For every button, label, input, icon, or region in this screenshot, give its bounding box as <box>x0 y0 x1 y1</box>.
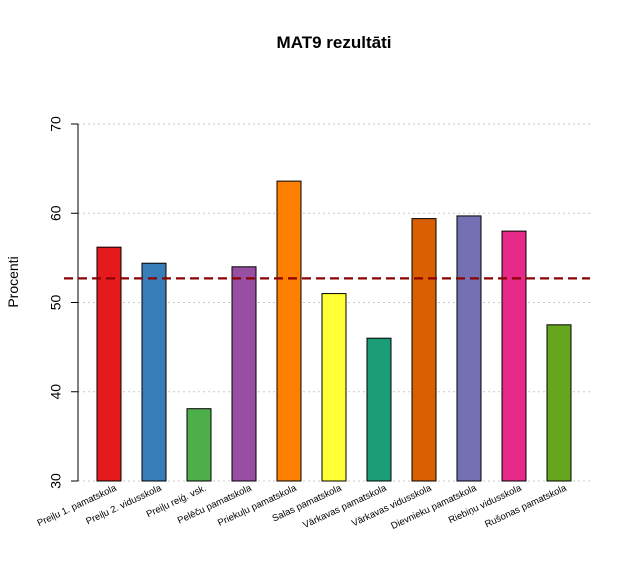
x-tick-label: Rušonas pamatskola <box>483 482 569 530</box>
y-axis-label: Procenti <box>5 256 21 307</box>
y-tick-label: 70 <box>48 116 64 132</box>
bar <box>321 293 347 482</box>
y-axis: 30 40 50 60 70 <box>48 116 79 489</box>
bar <box>276 180 302 482</box>
y-tick-label: 30 <box>48 473 64 489</box>
bar <box>456 215 482 482</box>
bar <box>501 230 527 482</box>
bar <box>141 262 167 482</box>
chart-title: MAT9 rezultāti <box>277 33 392 52</box>
y-tick-label: 40 <box>48 384 64 400</box>
x-tick-label: Preiļu 2. vidusskola <box>84 482 163 527</box>
bars <box>96 180 572 482</box>
bar <box>546 324 572 482</box>
y-tick-label: 50 <box>48 295 64 311</box>
bar <box>411 218 437 482</box>
x-tick-label: Priekuļu pamatskola <box>216 482 299 528</box>
bar <box>366 337 392 482</box>
x-tick-label: Pelēču pamatskola <box>176 482 254 526</box>
bar <box>186 408 212 482</box>
bar <box>231 266 257 482</box>
y-tick-label: 60 <box>48 205 64 221</box>
bar <box>96 246 122 482</box>
